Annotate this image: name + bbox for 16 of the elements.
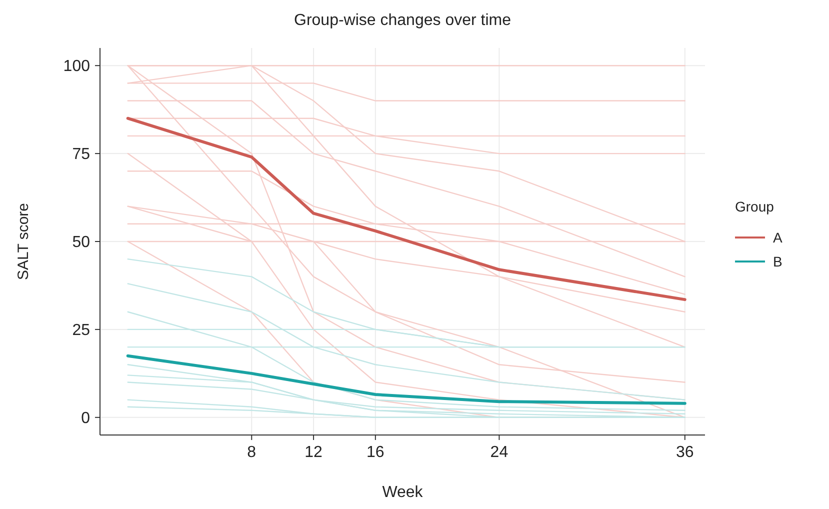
x-tick-label: 8 (247, 444, 256, 461)
x-tick-label: 12 (304, 444, 323, 461)
y-tick-label: 0 (81, 410, 90, 428)
y-tick-label: 25 (72, 322, 90, 340)
legend-title: Group (735, 198, 774, 214)
chart-title: Group-wise changes over time (294, 12, 512, 29)
legend-label: A (773, 229, 783, 246)
x-tick-label: 16 (366, 444, 384, 461)
y-tick-label: 50 (72, 234, 90, 252)
x-axis-title: Week (382, 484, 424, 501)
x-tick-label: 24 (490, 444, 508, 461)
legend-label: B (773, 253, 782, 270)
x-tick-label: 36 (676, 444, 694, 461)
y-tick-label: 75 (72, 146, 90, 164)
y-axis-title: SALT score (15, 203, 32, 280)
y-tick-label: 100 (63, 58, 90, 76)
